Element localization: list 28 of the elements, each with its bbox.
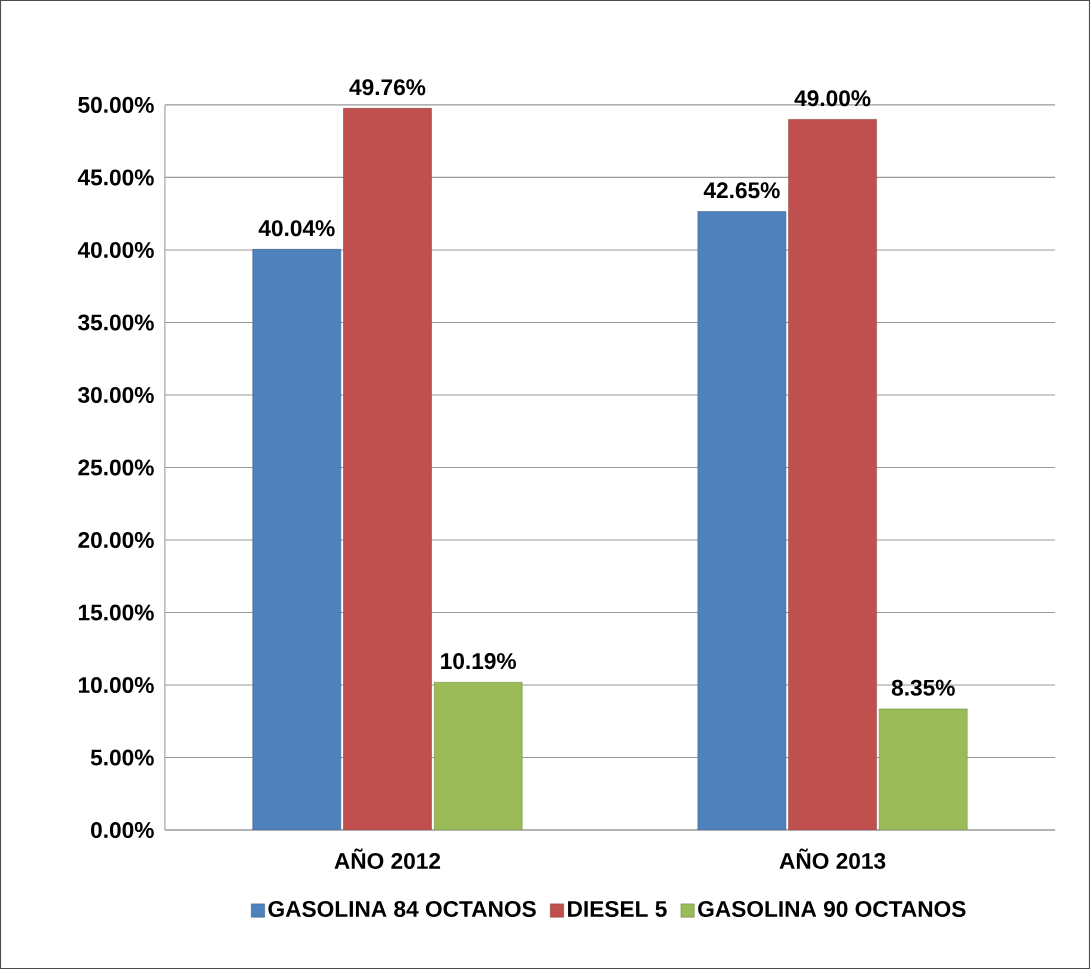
y-tick-label: 5.00% [90,749,154,766]
y-tick-label: 25.00% [78,459,154,476]
y-tick-label: 30.00% [78,386,154,404]
y-tick-label: 40.00% [77,241,154,258]
bar [697,211,787,831]
bar [878,708,968,831]
bar [788,119,877,831]
legend-label: DIESEL 5 [568,900,667,918]
legend-label: GASOLINA 90 OCTANOS [698,900,966,918]
data-label: 49.76% [349,79,426,96]
y-tick-label: 20.00% [78,531,154,549]
y-tick-label: 15.00% [78,604,154,621]
y-tick-label: 50.00% [78,96,154,113]
bar [343,108,432,831]
x-tick-label: AÑO 2013 [779,848,886,870]
bar [433,682,523,831]
x-tick-label: AÑO 2012 [334,848,441,869]
y-tick-label: 0.00% [91,822,154,839]
y-tick-label: 45.00% [77,169,154,186]
legend-label: GASOLINA 84 OCTANOS [268,900,536,918]
data-label: 10.19% [441,653,516,670]
bar [252,249,342,831]
y-tick-label: 35.00% [78,314,154,331]
data-label: 40.04% [258,220,335,237]
y-tick-label: 10.00% [78,677,154,694]
data-label: 42.65% [703,182,780,199]
data-label: 49.00% [794,90,871,107]
data-label: 8.35% [891,679,955,696]
